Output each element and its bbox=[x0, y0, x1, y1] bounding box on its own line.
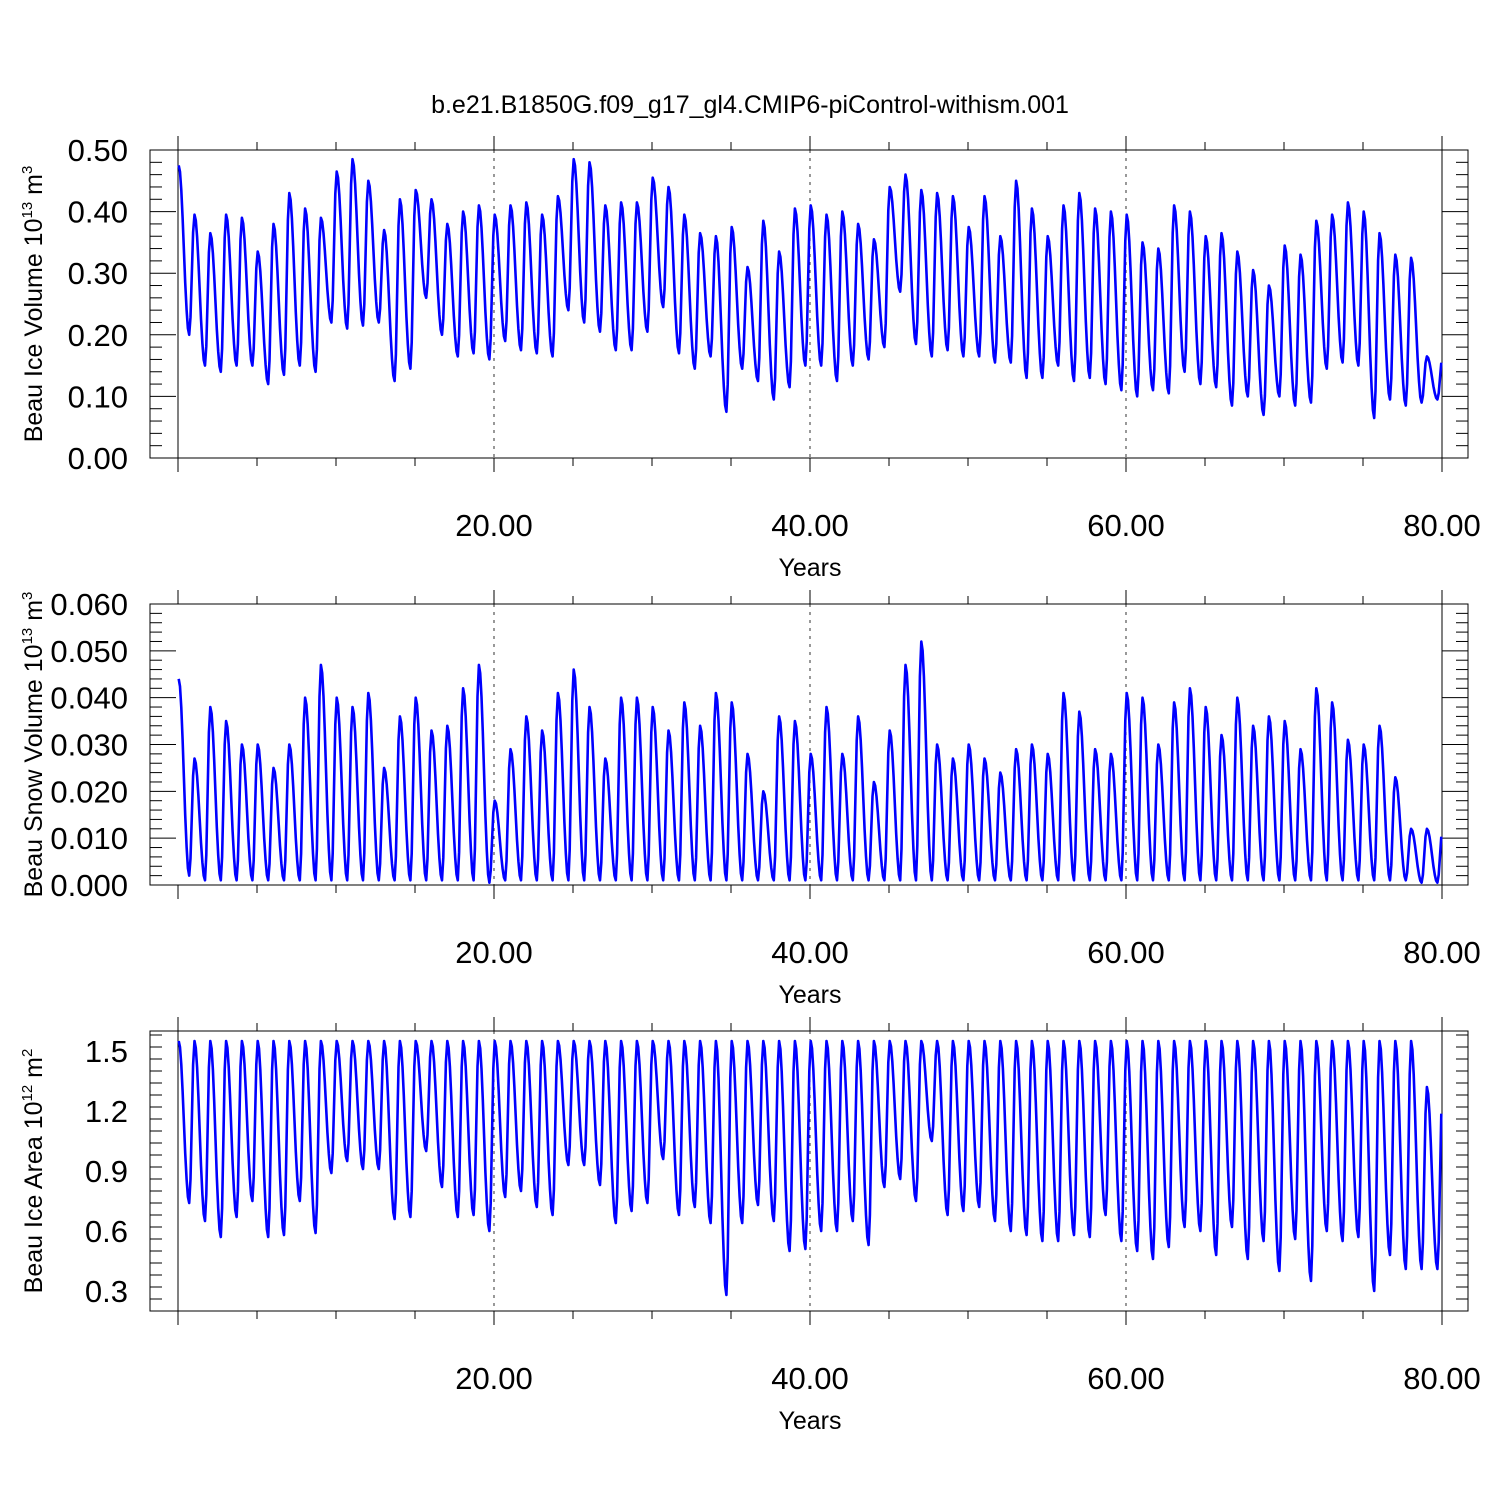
y-tick-label: 0.020 bbox=[50, 774, 128, 809]
x-tick-label: 40.00 bbox=[771, 935, 849, 970]
y-axis-label: Beau Snow Volume 1013 m3 bbox=[19, 592, 48, 898]
x-tick-label: 40.00 bbox=[771, 1361, 849, 1396]
x-tick-label: 60.00 bbox=[1087, 1361, 1165, 1396]
x-tick-label: 80.00 bbox=[1403, 935, 1481, 970]
panel-ice-volume: 20.00 40.00 60.00 80.00 Years 0.00 0.10 0.20 0.3… bbox=[19, 133, 1481, 582]
x-axis-label: Years bbox=[778, 554, 841, 582]
x-tick-label: 60.00 bbox=[1087, 935, 1165, 970]
panel-snow-volume: 20.00 40.00 60.00 80.00 Years 0.000 0.010 0.020… bbox=[19, 587, 1481, 1009]
x-tick-label: 20.00 bbox=[455, 508, 533, 543]
x-tick-label: 20.00 bbox=[455, 935, 533, 970]
y-tick-label: 0.00 bbox=[68, 441, 128, 476]
y-tick-label: 0.060 bbox=[50, 587, 128, 622]
y-tick-label: 1.2 bbox=[85, 1094, 128, 1129]
y-tick-label: 0.50 bbox=[68, 133, 128, 168]
y-tick-label: 0.3 bbox=[85, 1274, 128, 1309]
x-tick-label: 80.00 bbox=[1403, 508, 1481, 543]
series-line-ice-volume bbox=[177, 157, 1443, 420]
y-tick-label: 0.000 bbox=[50, 868, 128, 903]
y-axis-label: Beau Ice Area 1012 m2 bbox=[19, 1049, 48, 1294]
x-tick-label: 40.00 bbox=[771, 508, 849, 543]
plot-frame bbox=[149, 149, 1469, 459]
y-tick-label: 0.20 bbox=[68, 318, 128, 353]
y-tick-label: 0.6 bbox=[85, 1214, 128, 1249]
y-axis-label: Beau Ice Volume 1013 m3 bbox=[19, 166, 48, 443]
plot-frame bbox=[149, 1030, 1469, 1312]
y-tick-label: 0.9 bbox=[85, 1154, 128, 1189]
x-tick-label: 20.00 bbox=[455, 1361, 533, 1396]
panel-ice-area: 20.00 40.00 60.00 80.00 Years 0.3 0.6 0.9 1.2 1.5… bbox=[19, 1017, 1481, 1435]
y-tick-label: 0.030 bbox=[50, 728, 128, 763]
y-tick-label: 0.050 bbox=[50, 634, 128, 669]
y-tick-label: 0.10 bbox=[68, 379, 128, 414]
x-axis-label: Years bbox=[778, 1407, 841, 1435]
x-axis-label: Years bbox=[778, 981, 841, 1009]
y-tick-label: 0.040 bbox=[50, 681, 128, 716]
y-tick-label: 0.40 bbox=[68, 195, 128, 230]
series-line-ice-area bbox=[177, 1039, 1443, 1297]
y-tick-label: 0.010 bbox=[50, 821, 128, 856]
y-tick-label: 0.30 bbox=[68, 256, 128, 291]
chart-title: b.e21.B1850G.f09_g17_gl4.CMIP6-piControl… bbox=[431, 91, 1069, 119]
x-tick-label: 80.00 bbox=[1403, 1361, 1481, 1396]
series-line-snow-volume bbox=[177, 640, 1443, 884]
y-tick-label: 1.5 bbox=[85, 1034, 128, 1069]
x-tick-label: 60.00 bbox=[1087, 508, 1165, 543]
